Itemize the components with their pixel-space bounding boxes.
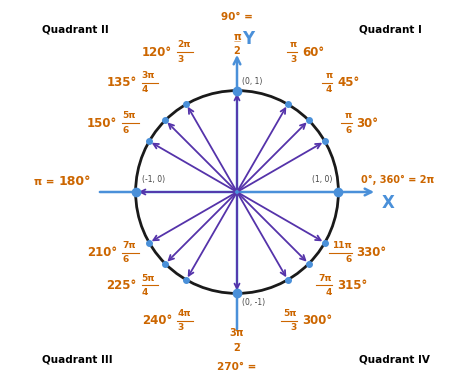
Text: 4: 4 — [142, 85, 148, 94]
Text: 135°: 135° — [106, 76, 137, 89]
Text: 5π: 5π — [142, 274, 155, 283]
Text: π =: π = — [35, 177, 59, 187]
Text: 150°: 150° — [87, 117, 118, 129]
Text: 4: 4 — [326, 288, 332, 297]
Text: 6: 6 — [346, 126, 352, 135]
Text: 270° =: 270° = — [217, 362, 257, 372]
Text: Quadrant II: Quadrant II — [42, 25, 109, 35]
Text: 4: 4 — [142, 288, 148, 297]
Text: 30°: 30° — [356, 117, 379, 129]
Text: 90° =: 90° = — [221, 12, 253, 22]
Text: 3: 3 — [291, 323, 297, 333]
Text: 4: 4 — [326, 85, 332, 94]
Text: 210°: 210° — [87, 246, 118, 259]
Text: 5π: 5π — [122, 111, 136, 121]
Text: 3π: 3π — [142, 71, 155, 80]
Text: —: — — [234, 38, 240, 44]
Text: 2: 2 — [234, 46, 240, 56]
Text: π: π — [290, 40, 297, 50]
Text: 60°: 60° — [302, 46, 324, 59]
Text: Quadrant III: Quadrant III — [42, 354, 113, 364]
Text: 45°: 45° — [337, 76, 360, 89]
Text: 3: 3 — [177, 323, 183, 333]
Text: 240°: 240° — [142, 314, 172, 327]
Text: 11π: 11π — [332, 241, 352, 250]
Text: Quadrant I: Quadrant I — [359, 25, 421, 35]
Text: 3: 3 — [177, 55, 183, 64]
Text: 7π: 7π — [122, 241, 136, 250]
Text: (-1, 0): (-1, 0) — [142, 175, 165, 184]
Text: 2π: 2π — [177, 40, 191, 50]
Text: —: — — [234, 340, 240, 346]
Text: 2: 2 — [234, 343, 240, 353]
Text: 225°: 225° — [106, 279, 137, 292]
Text: 3π: 3π — [230, 328, 244, 338]
Text: π: π — [325, 71, 332, 80]
Text: 6: 6 — [346, 255, 352, 265]
Text: (0, 1): (0, 1) — [242, 76, 263, 86]
Text: 6: 6 — [122, 255, 128, 265]
Text: (0, -1): (0, -1) — [242, 298, 265, 308]
Text: 315°: 315° — [337, 279, 368, 292]
Text: 120°: 120° — [142, 46, 172, 59]
Text: 180°: 180° — [59, 175, 91, 189]
Text: π: π — [345, 111, 352, 121]
Text: X: X — [382, 194, 395, 212]
Text: π: π — [233, 32, 241, 42]
Text: 0°, 360° = 2π: 0°, 360° = 2π — [361, 175, 434, 185]
Text: Quadrant IV: Quadrant IV — [359, 354, 429, 364]
Text: 4π: 4π — [177, 309, 191, 318]
Text: Y: Y — [242, 30, 254, 48]
Text: 300°: 300° — [302, 314, 332, 327]
Text: 330°: 330° — [356, 246, 387, 259]
Text: 5π: 5π — [283, 309, 297, 318]
Text: 3: 3 — [291, 55, 297, 64]
Text: 7π: 7π — [319, 274, 332, 283]
Text: 6: 6 — [122, 126, 128, 135]
Text: (1, 0): (1, 0) — [312, 175, 332, 184]
